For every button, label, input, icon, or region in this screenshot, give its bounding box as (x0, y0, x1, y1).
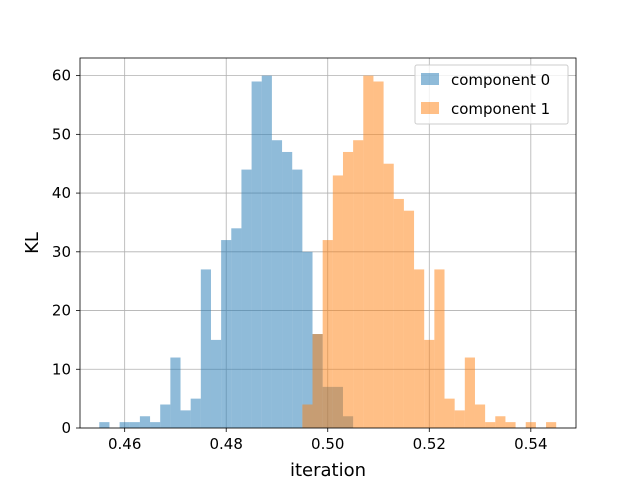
bar-component-0-bin-9 (190, 398, 201, 428)
bar-component-1-bin-2 (322, 240, 333, 428)
axis-ticks: 0.46 0.48 0.50 0.52 0.54 0 10 20 30 40 50 60 (52, 67, 548, 453)
bar-component-1-bin-10 (403, 210, 415, 428)
bar-component-0-bin-2 (119, 422, 130, 428)
bar-component-1-bin-16 (464, 357, 475, 428)
bar-component-0-bin-19 (292, 169, 303, 429)
x-tick-label-0: 0.46 (108, 435, 141, 453)
bar-component-1-bin-4 (342, 151, 354, 428)
bar-component-1-bin-19 (495, 416, 506, 428)
bar-component-0-bin-6 (160, 404, 171, 428)
legend-box (414, 64, 569, 125)
y-tick-label-4: 40 (52, 184, 71, 202)
bar-component-1-bin-0 (302, 404, 313, 428)
y-tick-label-1: 10 (52, 360, 71, 378)
bar-component-1-bin-18 (485, 422, 496, 428)
bar-component-0-bin-4 (139, 416, 151, 428)
bar-component-0-bin-11 (210, 339, 222, 428)
x-tick-label-3: 0.52 (413, 435, 446, 453)
bar-component-0-bin-8 (180, 410, 191, 428)
histogram-bars (99, 75, 557, 429)
bar-component-1-bin-24 (546, 422, 557, 428)
bar-component-1-bin-17 (474, 404, 486, 428)
y-tick-label-5: 50 (52, 125, 71, 143)
y-tick-label-6: 60 (52, 67, 71, 85)
bar-component-0-bin-3 (129, 422, 140, 428)
bar-component-1-bin-12 (424, 339, 435, 428)
bar-component-1-bin-6 (363, 75, 374, 428)
bar-component-0-bin-12 (221, 240, 232, 428)
y-axis-label: KL (22, 232, 43, 254)
bar-component-0-bin-14 (241, 169, 252, 429)
bar-component-0-bin-10 (200, 269, 211, 428)
x-tick-label-4: 0.54 (514, 435, 547, 453)
bar-component-0-bin-5 (150, 422, 161, 428)
bar-component-1-bin-1 (312, 334, 323, 428)
bar-component-0-bin-17 (271, 140, 283, 428)
x-tick-label-1: 0.48 (210, 435, 243, 453)
bar-component-1-bin-14 (444, 398, 455, 428)
bar-component-1-bin-7 (373, 81, 384, 428)
bar-component-0-bin-0 (99, 422, 110, 428)
legend: component 0 component 1 (414, 64, 569, 125)
x-tick-label-2: 0.50 (311, 435, 344, 453)
legend-label-component-0: component 0 (451, 71, 550, 89)
y-tick-label-0: 0 (61, 419, 71, 437)
bar-component-1-bin-15 (454, 410, 465, 428)
bar-component-0-bin-7 (170, 357, 181, 428)
bar-component-1-bin-8 (383, 163, 394, 428)
bar-component-0-bin-20 (302, 251, 313, 428)
y-tick-label-3: 30 (52, 243, 71, 261)
legend-label-component-1: component 1 (451, 100, 550, 118)
bar-component-0-bin-13 (231, 228, 242, 428)
legend-swatch-component-1 (421, 102, 439, 114)
bar-component-1-bin-3 (332, 175, 343, 428)
bar-component-1-bin-11 (414, 269, 425, 428)
bar-component-0-bin-16 (261, 75, 272, 428)
bar-component-0-bin-15 (251, 81, 262, 428)
legend-swatch-component-0 (421, 73, 439, 85)
x-axis-label: iteration (290, 460, 366, 480)
y-tick-label-2: 20 (52, 302, 71, 320)
bar-component-0-bin-18 (282, 151, 293, 428)
bar-component-1-bin-9 (393, 198, 404, 428)
bar-component-1-bin-20 (505, 422, 516, 428)
bar-component-1-bin-5 (353, 140, 364, 428)
bar-component-1-bin-22 (525, 422, 536, 428)
bar-component-1-bin-13 (434, 269, 445, 428)
